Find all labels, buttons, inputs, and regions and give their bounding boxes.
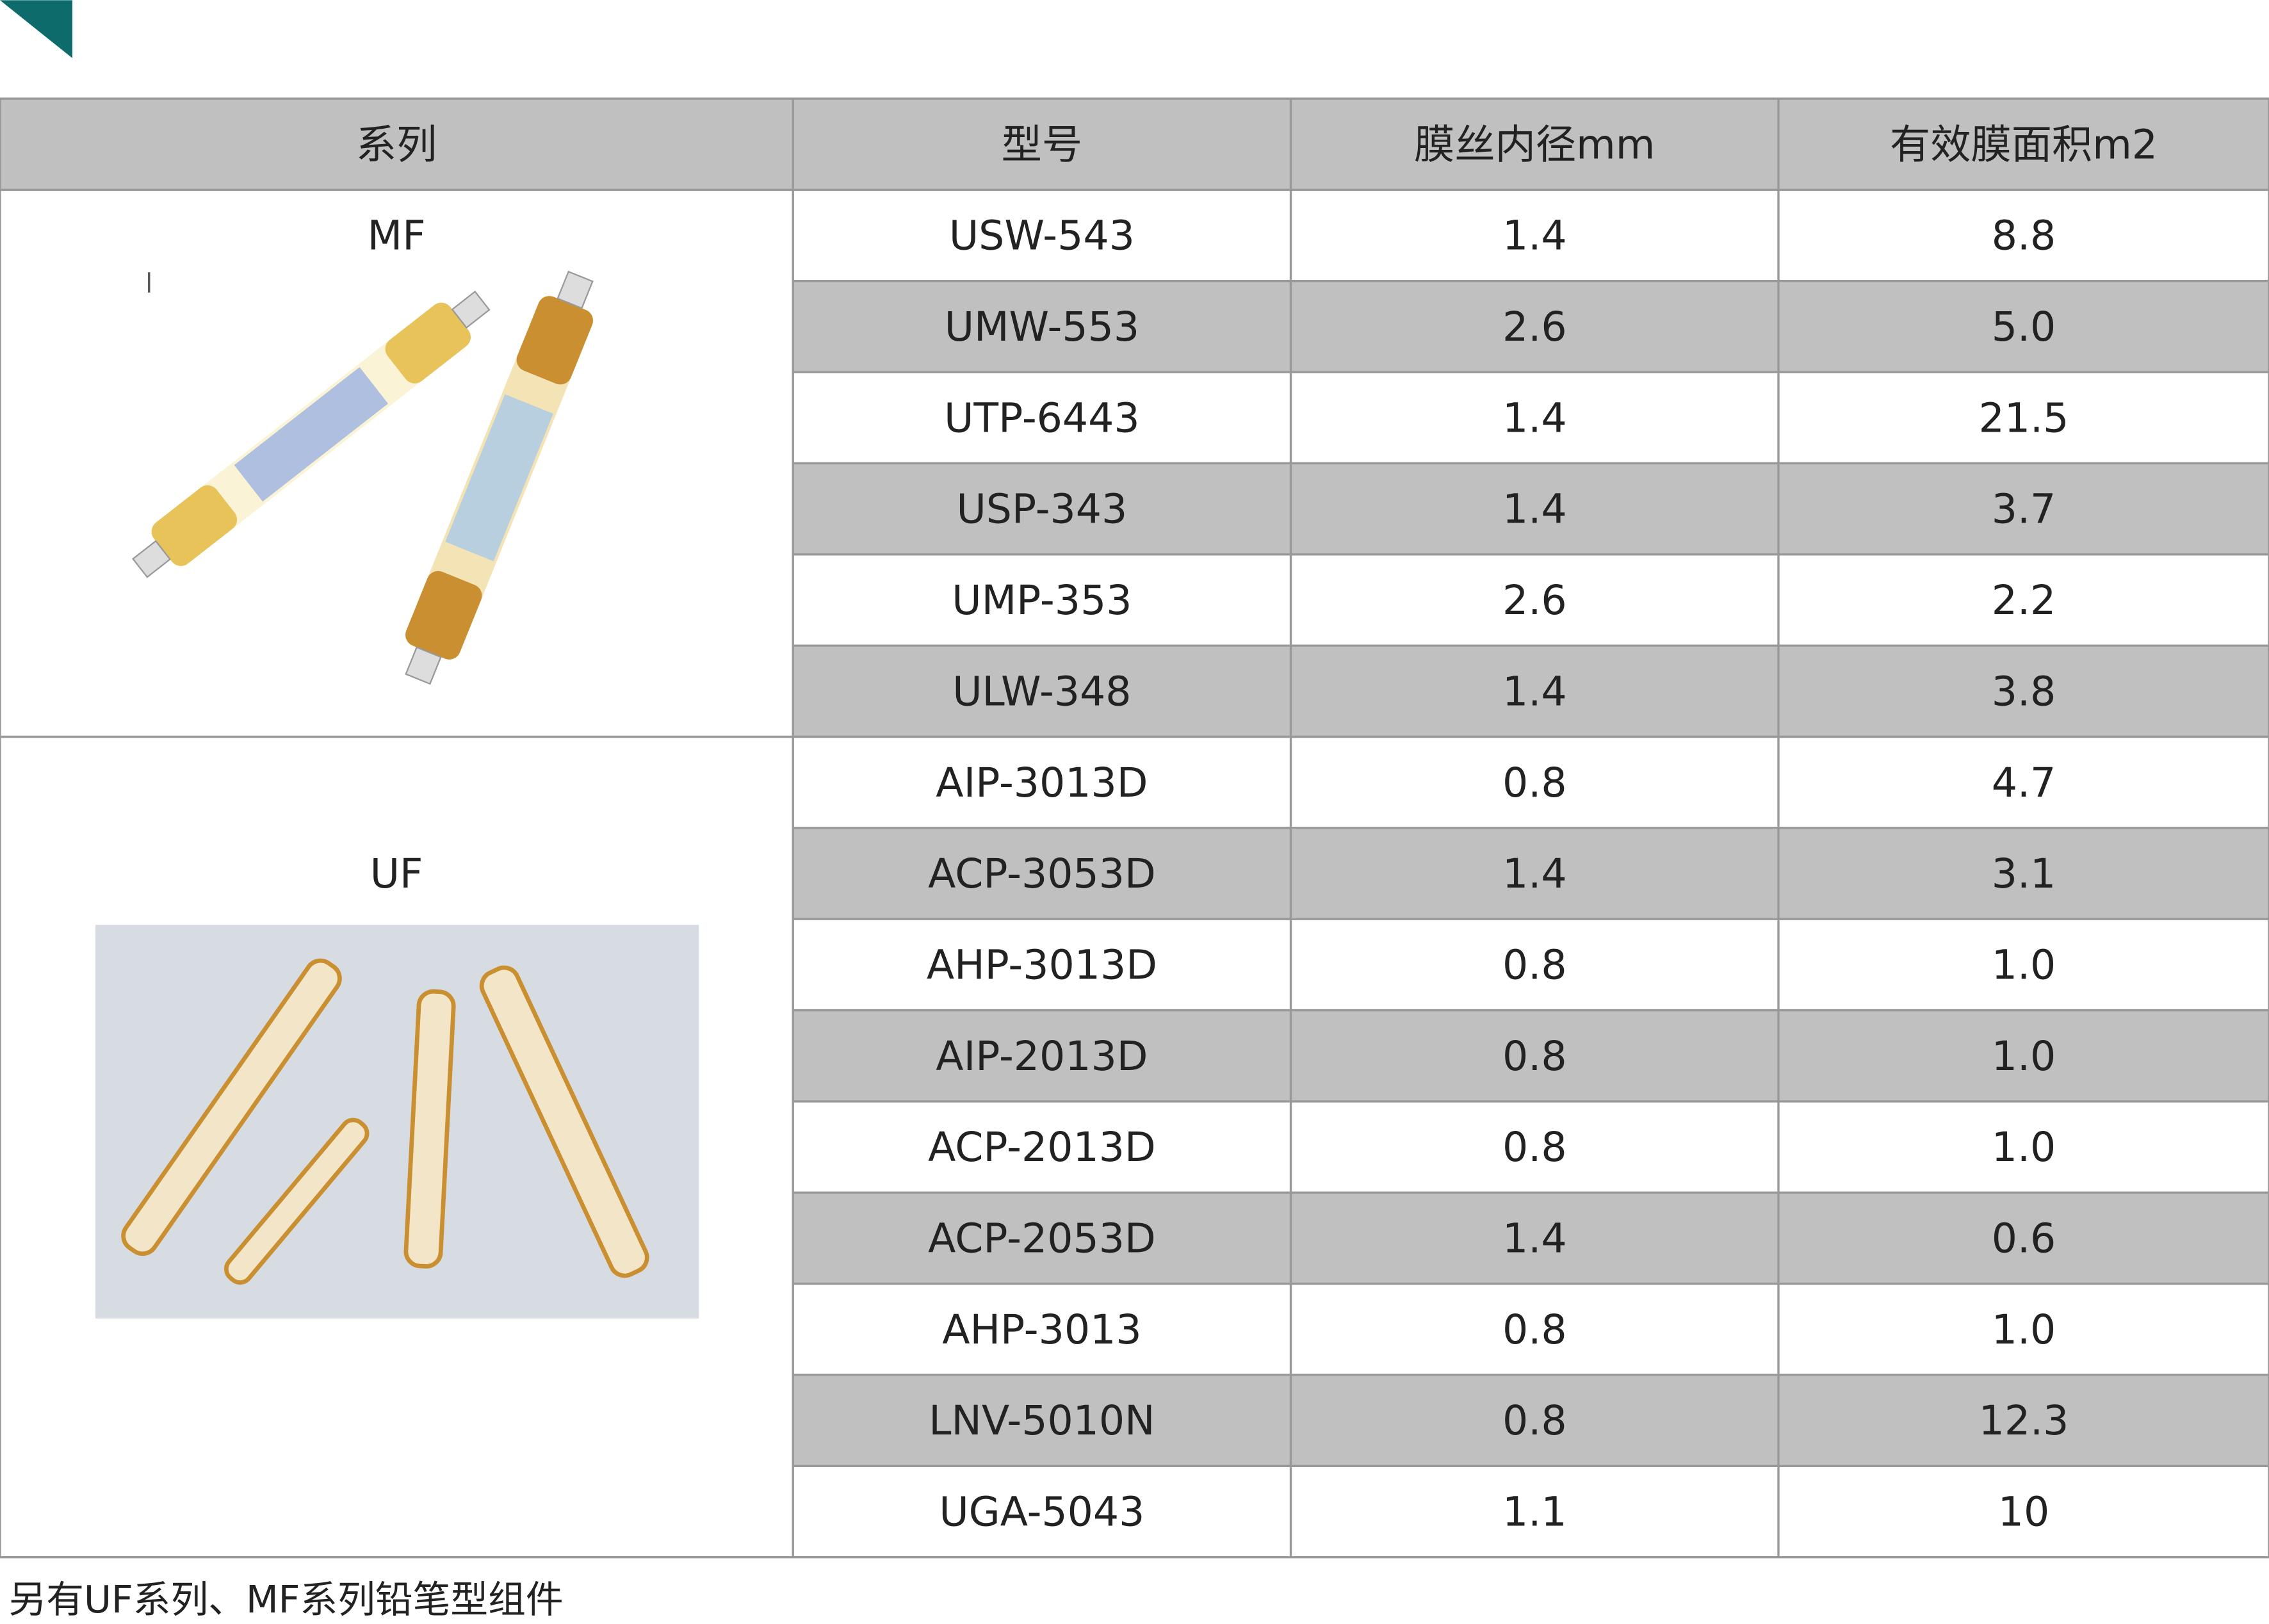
header-cell: 系列 [356, 120, 437, 168]
cell: 0.8 [1502, 1306, 1567, 1353]
uf-product-image [95, 925, 699, 1319]
cell: 1.0 [1992, 941, 2056, 988]
cell: 1.4 [1502, 667, 1567, 715]
mf-product-image [132, 270, 594, 685]
header-cell: 有效膜面积m2 [1890, 120, 2158, 168]
cell: 3.1 [1992, 850, 2056, 897]
cell: ULW-348 [952, 667, 1131, 715]
cell: 2.2 [1992, 576, 2056, 624]
series-cell: MF [368, 212, 426, 259]
cell: 12.3 [1979, 1397, 2069, 1444]
cell: 0.8 [1502, 1032, 1567, 1080]
cell: 1.4 [1502, 212, 1567, 259]
cell: 21.5 [1979, 394, 2069, 441]
cell: AIP-3013D [936, 759, 1148, 806]
cell: ACP-2013D [928, 1123, 1156, 1171]
cell: 0.8 [1502, 1397, 1567, 1444]
table: 系列 型号 膜丝内径mm 有效膜面积m2 USW-543 1.4 8.8 UMW-553 2.6… [0, 97, 2269, 1559]
header-cell: 膜丝内径mm [1414, 120, 1655, 168]
cell: 0.6 [1992, 1215, 2056, 1262]
cell: 3.7 [1992, 485, 2056, 533]
cell: ACP-2053D [928, 1215, 1156, 1262]
cell: 1.1 [1502, 1488, 1567, 1536]
cell: USP-343 [957, 485, 1128, 533]
cell: UTP-6443 [944, 394, 1139, 441]
cell: 1.4 [1502, 850, 1567, 897]
cell: UGA-5043 [939, 1488, 1144, 1536]
cell: 1.4 [1502, 485, 1567, 533]
cell: AHP-3013D [927, 941, 1157, 988]
row-bg [793, 646, 2269, 737]
cell: 5.0 [1992, 303, 2056, 350]
row-bg [793, 1192, 2269, 1284]
cell: 4.7 [1992, 759, 2056, 806]
cell: AHP-3013 [942, 1306, 1141, 1353]
cell: UMW-553 [945, 303, 1139, 350]
cell: UMP-353 [952, 576, 1132, 624]
cell: ACP-3053D [928, 850, 1156, 897]
row-bg [793, 1374, 2269, 1466]
row-bg [793, 827, 2269, 920]
cell: LNV-5010N [929, 1397, 1155, 1444]
cell: 2.6 [1502, 303, 1567, 350]
header-cell: 型号 [1002, 120, 1083, 168]
footer-note: 另有UF系列、MF系列铅笔型组件 [9, 1577, 564, 1621]
series-cell: UF [370, 850, 423, 897]
cell: 1.4 [1502, 394, 1567, 441]
row-bg [793, 1010, 2269, 1101]
cell: 10 [1998, 1488, 2049, 1536]
header-bg [0, 99, 2269, 190]
cell: 1.4 [1502, 1215, 1567, 1262]
cell: 0.8 [1502, 1123, 1567, 1171]
cell: USW-543 [949, 212, 1135, 259]
corner-mark [0, 0, 72, 58]
row-bg [793, 463, 2269, 555]
row-bg [793, 280, 2269, 373]
cell: 0.8 [1502, 941, 1567, 988]
cell: AIP-2013D [936, 1032, 1148, 1080]
cell: 0.8 [1502, 759, 1567, 806]
cell: 1.0 [1992, 1306, 2056, 1353]
cell: 8.8 [1992, 212, 2056, 259]
cell: 2.6 [1502, 576, 1567, 624]
cell: 1.0 [1992, 1123, 2056, 1171]
cell: 1.0 [1992, 1032, 2056, 1080]
cell: 3.8 [1992, 667, 2056, 715]
